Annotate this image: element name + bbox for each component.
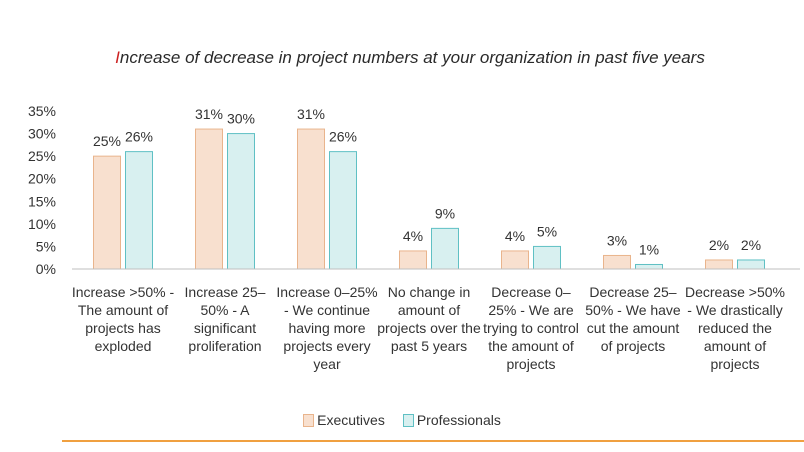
data-labels: 25% 26%31% 30% 31%26%4%9%4% 5%3%1% 2% 2% (93, 106, 761, 257)
bar-professionals (125, 151, 153, 270)
data-label-professionals: 5% (537, 223, 557, 239)
bar-executives (399, 250, 427, 270)
bottom-accent-line (62, 440, 804, 442)
chart-title: Increase of decrease in project numbers … (60, 48, 760, 68)
bar-professionals (227, 133, 255, 270)
x-tick-label: No change in amount of projects over the… (377, 284, 481, 354)
legend-item-executives: Executives (303, 412, 385, 428)
legend: Executives Professionals (0, 412, 804, 428)
bar-professionals (635, 263, 663, 270)
data-label-professionals: 30% (227, 111, 255, 127)
legend-label-executives: Executives (317, 412, 385, 428)
x-tick-label: Decrease 25–50% - We have cut the amount… (585, 284, 681, 354)
x-tick-label: Decrease >50% - We drastically reduced t… (684, 284, 785, 372)
legend-swatch-executives (303, 413, 315, 427)
data-label-professionals: 1% (639, 241, 659, 257)
y-tick-label: 5% (36, 238, 56, 254)
data-label-executives: 4% (505, 228, 525, 244)
data-label-executives: 4% (403, 228, 423, 244)
bar-professionals (431, 227, 459, 270)
data-label-executives: 2% (709, 237, 729, 253)
bar-executives (705, 259, 733, 270)
bar-professionals (329, 151, 357, 270)
y-tick-label: 15% (28, 193, 56, 209)
y-tick-label: 20% (28, 171, 56, 187)
y-tick-label: 25% (28, 148, 56, 164)
chart-title-first-letter: I (115, 48, 120, 67)
data-label-executives: 25% (93, 133, 121, 149)
bar-executives (297, 128, 325, 270)
bar-professionals (737, 259, 765, 270)
chart-title-text: ncrease of decrease in project numbers a… (119, 48, 705, 67)
data-label-executives: 3% (607, 232, 627, 248)
bar-executives (195, 128, 223, 270)
data-label-professionals: 26% (329, 129, 357, 145)
x-tick-label: Increase 0–25% - We continue having more… (276, 284, 378, 372)
y-tick-label: 30% (28, 126, 56, 142)
x-tick-label: Increase >50% - The amount of projects h… (71, 284, 175, 354)
y-axis-ticks: 0% 5% 10% 15% 20% 25% 30% 35% (28, 103, 56, 277)
y-tick-label: 0% (36, 261, 56, 277)
bar-executives (501, 250, 529, 270)
x-tick-label: Decrease 0–25% - We are trying to contro… (483, 284, 579, 372)
legend-label-professionals: Professionals (416, 412, 501, 428)
x-tick-label: Increase 25–50% - A significant prolifer… (184, 284, 266, 354)
legend-item-professionals: Professionals (402, 412, 501, 428)
data-label-professionals: 26% (125, 129, 153, 145)
data-label-executives: 31% (297, 106, 325, 122)
y-tick-label: 35% (28, 103, 56, 119)
y-tick-label: 10% (28, 216, 56, 232)
bar-executives (93, 155, 121, 270)
bar-professionals (533, 245, 561, 270)
bars (93, 128, 765, 270)
bar-chart: 0%5%10%15%20%25%30%35% 25% 26%31% 30% 31%26… (28, 103, 800, 277)
legend-swatch-professionals (402, 413, 414, 427)
data-label-executives: 31% (195, 106, 223, 122)
data-label-professionals: 9% (435, 205, 455, 221)
bar-executives (603, 254, 631, 270)
data-label-professionals: 2% (741, 237, 761, 253)
